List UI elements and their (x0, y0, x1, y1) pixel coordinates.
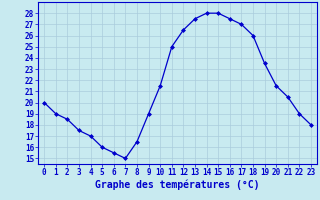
X-axis label: Graphe des températures (°C): Graphe des températures (°C) (95, 180, 260, 190)
